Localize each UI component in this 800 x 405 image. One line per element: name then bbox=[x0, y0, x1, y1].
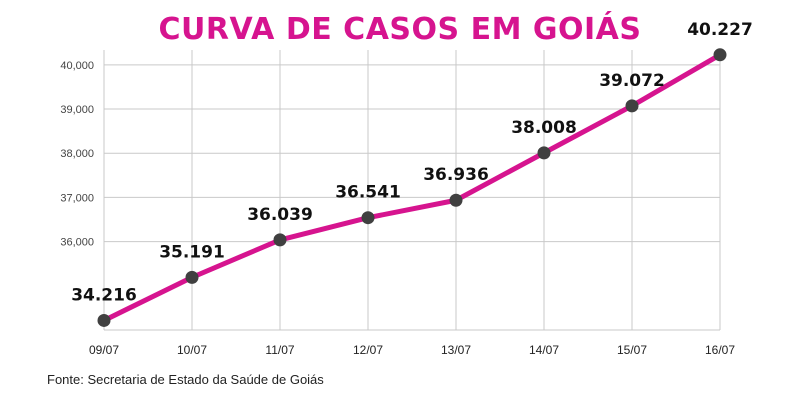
data-point bbox=[361, 211, 375, 225]
data-point bbox=[97, 313, 111, 327]
series-line bbox=[101, 52, 723, 323]
x-tick-label: 11/07 bbox=[265, 343, 294, 357]
x-tick-label: 15/07 bbox=[617, 343, 647, 357]
data-point bbox=[625, 99, 639, 113]
data-label: 36.936 bbox=[423, 165, 489, 185]
y-tick-label: 38,000 bbox=[60, 148, 94, 160]
source-note: Fonte: Secretaria de Estado da Saúde de … bbox=[47, 372, 324, 387]
y-axis-ticks: 36,000 37,000 38,000 39,000 40,000 bbox=[60, 60, 94, 249]
data-label: 38.008 bbox=[511, 118, 577, 138]
data-point bbox=[273, 233, 287, 247]
y-tick-label: 40,000 bbox=[60, 60, 94, 72]
x-axis-ticks: 09/07 10/07 11/07 12/07 13/07 14/07 15/07 16/07 bbox=[89, 343, 735, 357]
x-tick-label: 09/07 bbox=[89, 343, 119, 357]
data-point bbox=[449, 193, 463, 207]
y-tick-label: 37,000 bbox=[60, 192, 94, 204]
series-layer bbox=[97, 48, 727, 327]
x-tick-label: 16/07 bbox=[705, 343, 735, 357]
data-point bbox=[185, 270, 199, 284]
x-tick-label: 12/07 bbox=[353, 343, 383, 357]
y-tick-label: 36,000 bbox=[60, 237, 94, 249]
data-labels: 34.216 35.191 36.039 36.541 36.936 38.008 39.0… bbox=[71, 20, 753, 306]
data-label: 36.039 bbox=[247, 205, 313, 225]
data-label: 39.072 bbox=[599, 71, 665, 91]
data-label: 34.216 bbox=[71, 285, 137, 305]
data-label: 36.541 bbox=[335, 183, 401, 203]
y-tick-label: 39,000 bbox=[60, 104, 94, 116]
data-label: 35.191 bbox=[159, 242, 225, 262]
grid-layer bbox=[103, 50, 721, 331]
data-point bbox=[537, 146, 551, 160]
x-tick-label: 13/07 bbox=[441, 343, 471, 357]
data-point bbox=[713, 48, 727, 62]
x-tick-label: 14/07 bbox=[529, 343, 559, 357]
data-label: 40.227 bbox=[687, 20, 753, 40]
chart-title: CURVA DE CASOS EM GOIÁS bbox=[158, 12, 642, 47]
x-tick-label: 10/07 bbox=[177, 343, 207, 357]
